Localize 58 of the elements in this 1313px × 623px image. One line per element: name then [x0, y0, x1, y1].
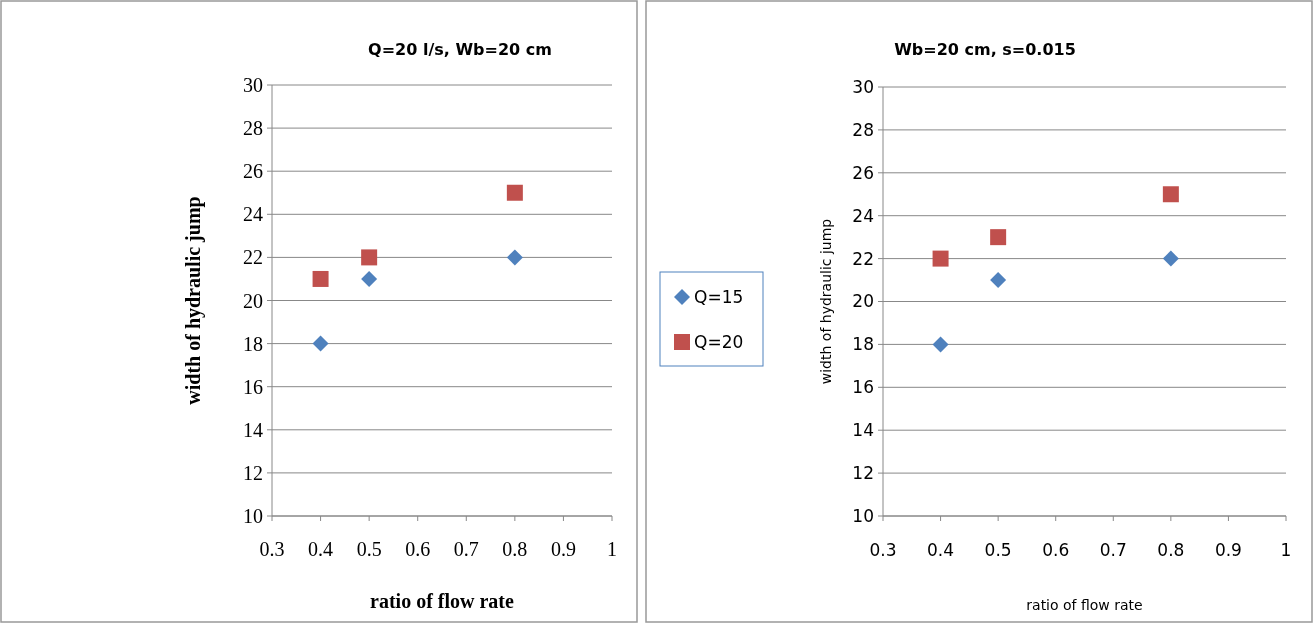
y-tick-label: 28: [852, 119, 874, 140]
point: [361, 270, 378, 287]
x-tick-label: 0.5: [984, 540, 1012, 560]
x-tick-label: 0.8: [1157, 540, 1185, 560]
point: [506, 184, 523, 201]
x-tick-label: 0.4: [308, 538, 334, 560]
y-tick-label: 26: [852, 162, 874, 183]
point: [1162, 186, 1179, 203]
x-axis-title: ratio of flow rate: [1026, 597, 1143, 613]
chart-title: Wb=20 cm, s=0.015: [894, 40, 1076, 59]
x-tick-label: 0.9: [550, 538, 576, 560]
x-tick-label: 0.5: [356, 538, 382, 560]
x-tick-label: 0.9: [1214, 540, 1242, 560]
y-tick-label: 18: [243, 332, 263, 355]
legend-label: Q=15: [694, 286, 744, 307]
chart-title: Q=20 l/s, Wb=20 cm: [368, 40, 552, 59]
point: [932, 336, 949, 353]
y-axis-title: width of hydraulic jump: [182, 196, 205, 405]
x-tick-label: 0.8: [502, 538, 528, 560]
point: [312, 335, 329, 352]
x-tick-label: 1: [607, 538, 617, 560]
point: [312, 270, 329, 287]
x-tick-label: 1: [1280, 540, 1292, 560]
y-tick-label: 14: [243, 418, 263, 441]
y-tick-label: 12: [243, 461, 263, 484]
legend-label: Q=20: [694, 331, 744, 352]
x-tick-label: 0.3: [259, 538, 285, 560]
y-tick-label: 24: [243, 203, 263, 226]
y-tick-label: 12: [852, 463, 874, 484]
point: [990, 272, 1007, 289]
point: [932, 250, 949, 267]
y-tick-label: 14: [852, 420, 874, 441]
y-tick-label: 18: [852, 334, 874, 355]
y-tick-label: 20: [852, 291, 874, 312]
y-tick-label: 30: [852, 76, 874, 97]
x-tick-label: 0.7: [1099, 540, 1127, 560]
point: [361, 249, 378, 266]
y-tick-label: 16: [852, 377, 874, 398]
x-tick-label: 0.3: [869, 540, 897, 560]
y-tick-label: 22: [243, 246, 263, 269]
y-tick-label: 22: [852, 248, 874, 269]
y-tick-label: 24: [852, 205, 874, 226]
y-axis-title: width of hydraulic jump: [818, 218, 834, 385]
y-tick-label: 16: [243, 375, 263, 398]
y-tick-label: 20: [243, 289, 263, 312]
y-tick-label: 10: [852, 505, 874, 526]
x-tick-label: 0.7: [453, 538, 479, 560]
y-tick-label: 28: [243, 117, 263, 140]
x-tick-label: 0.4: [927, 540, 955, 560]
point: [1162, 250, 1179, 267]
y-tick-label: 10: [243, 505, 263, 527]
point: [506, 249, 523, 266]
x-tick-label: 0.6: [405, 538, 431, 560]
y-tick-label: 26: [243, 160, 263, 183]
x-tick-label: 0.6: [1042, 540, 1070, 560]
x-axis-title: ratio of flow rate: [370, 590, 515, 612]
y-tick-label: 30: [243, 74, 263, 96]
point: [990, 229, 1007, 246]
